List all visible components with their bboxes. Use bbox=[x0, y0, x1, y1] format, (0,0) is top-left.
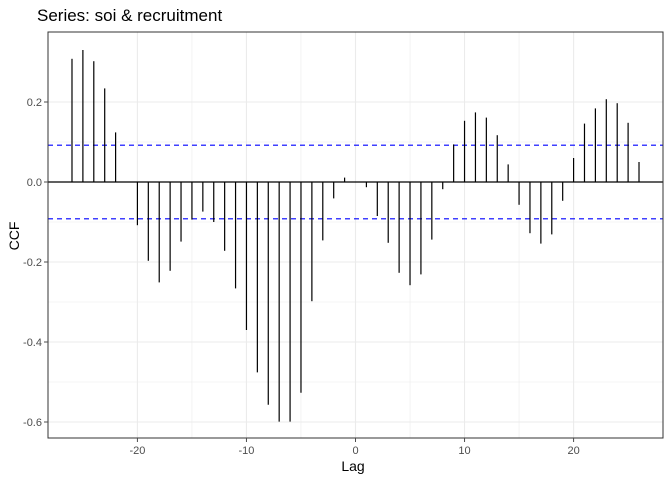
chart-title: Series: soi & recruitment bbox=[37, 6, 222, 25]
y-axis-title: CCF bbox=[6, 222, 22, 251]
y-tick-label: 0.2 bbox=[27, 97, 42, 109]
y-tick-label: -0.4 bbox=[23, 337, 42, 349]
x-axis: -20 -10 0 10 20 bbox=[129, 438, 580, 457]
y-tick-label: 0.0 bbox=[27, 177, 42, 189]
x-tick-label: 10 bbox=[458, 445, 470, 457]
x-tick-label: -20 bbox=[129, 445, 145, 457]
x-tick-label: 0 bbox=[352, 445, 358, 457]
y-tick-label: -0.2 bbox=[23, 257, 42, 269]
grid bbox=[48, 32, 663, 438]
x-tick-label: 20 bbox=[567, 445, 579, 457]
x-axis-title: Lag bbox=[341, 458, 364, 474]
y-axis: -0.6 -0.4 -0.2 0.0 0.2 bbox=[23, 97, 48, 429]
y-tick-label: -0.6 bbox=[23, 417, 42, 429]
x-tick-label: -10 bbox=[239, 445, 255, 457]
ccf-bars bbox=[71, 50, 640, 422]
confidence-bounds bbox=[48, 144, 663, 220]
